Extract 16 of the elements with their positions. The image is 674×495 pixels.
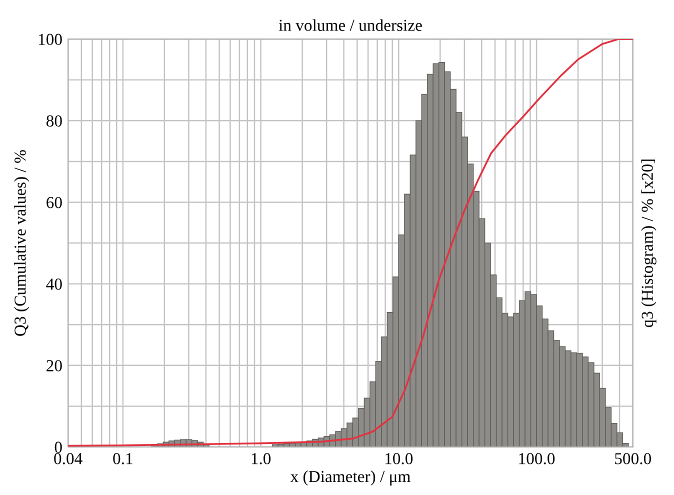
y-tick-label: 0: [54, 442, 62, 453]
y2-axis-title: q3 (Histogram) / % [x20]: [641, 160, 656, 328]
y-tick-label: 20: [46, 360, 62, 372]
chart-title: in volume / undersize: [278, 19, 422, 31]
y-axis-title: Q3 (Cumulative values) / %: [14, 150, 30, 336]
y-tick-label: 100: [38, 34, 62, 46]
y-tick-label: 80: [46, 115, 62, 127]
x-tick-label: 0.1: [113, 453, 132, 464]
x-tick-label: 1.0: [252, 453, 271, 464]
y-tick-label: 40: [46, 278, 62, 290]
x-tick-label: 0.04: [54, 453, 82, 464]
x-tick-label: 10.0: [386, 453, 413, 464]
x-tick-label: 100.0: [519, 453, 555, 464]
x-axis-title: x (Diameter) / μm: [290, 470, 410, 486]
y-tick-label: 60: [46, 196, 62, 208]
x-tick-label: 500.0: [615, 453, 651, 464]
